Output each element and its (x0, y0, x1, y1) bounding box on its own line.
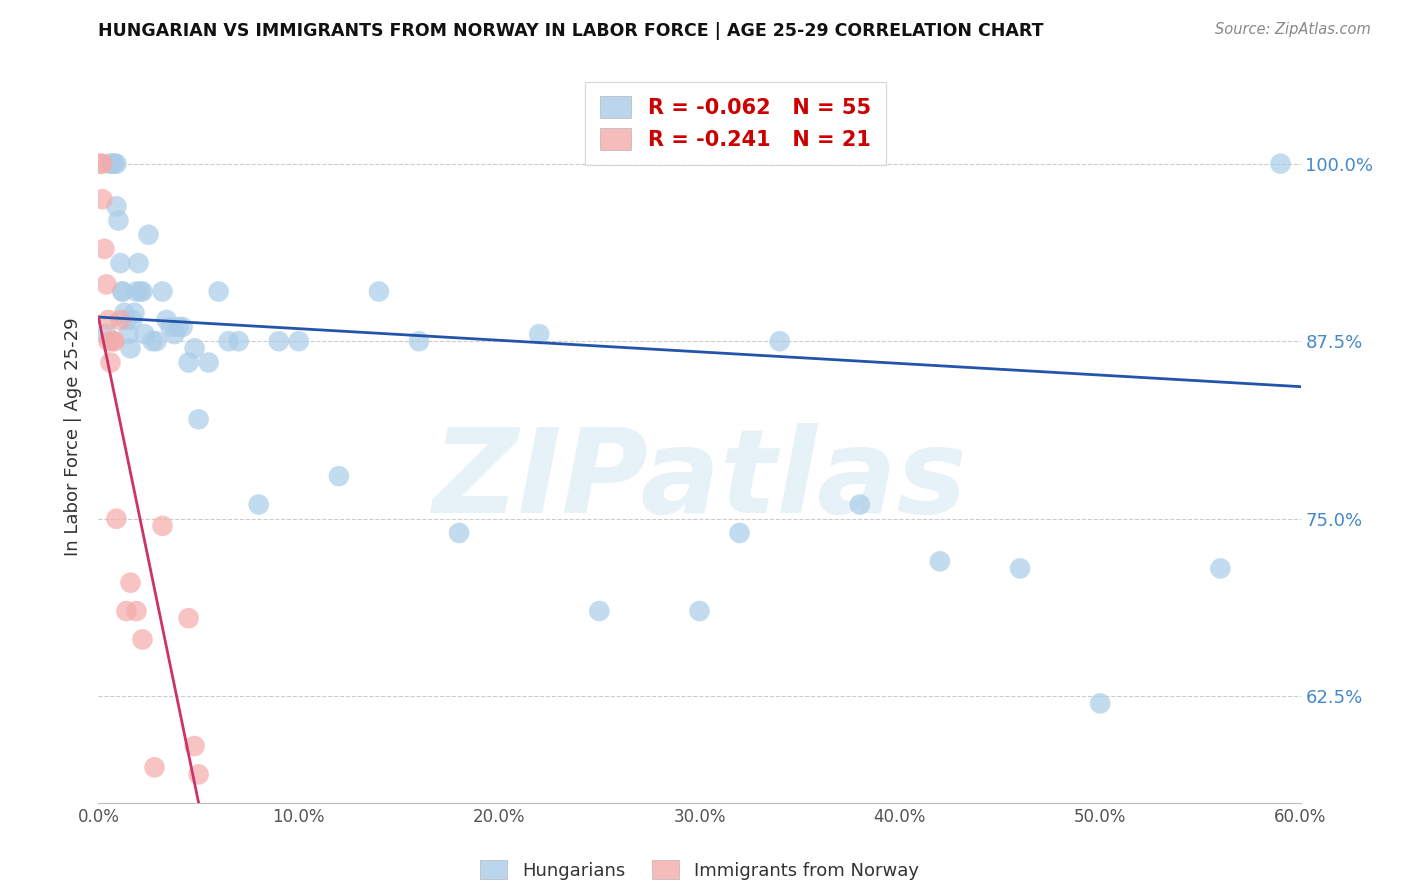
Point (110, 313, 132, 327)
Point (93, 242, 115, 256)
Point (728, 525, 751, 540)
Point (328, 469, 350, 483)
Point (768, 334, 790, 349)
Point (187, 767, 209, 781)
Point (111, 285, 134, 299)
Point (152, 519, 174, 533)
Point (1088, 697, 1111, 711)
Point (1270, 156, 1292, 170)
Point (103, 334, 125, 349)
Point (267, 334, 290, 349)
Point (183, 341, 205, 355)
Point (97, 313, 120, 327)
Point (134, 327, 156, 342)
Point (125, 285, 148, 299)
Point (101, 334, 124, 349)
Point (101, 156, 124, 170)
Point (105, 156, 128, 170)
Point (447, 525, 470, 540)
Point (117, 327, 139, 342)
Point (107, 213, 129, 227)
Point (288, 334, 311, 349)
Point (177, 355, 200, 369)
Point (177, 611, 200, 625)
Y-axis label: In Labor Force | Age 25-29: In Labor Force | Age 25-29 (63, 318, 82, 557)
Point (124, 306, 146, 320)
Text: ZIPatlas: ZIPatlas (432, 424, 967, 539)
Point (100, 355, 122, 369)
Point (91, 156, 114, 170)
Point (115, 604, 138, 618)
Point (97, 334, 120, 349)
Point (125, 604, 148, 618)
Point (103, 156, 125, 170)
Point (110, 256, 132, 270)
Point (105, 512, 128, 526)
Point (155, 313, 177, 327)
Point (152, 285, 174, 299)
Point (114, 306, 136, 320)
Point (368, 285, 391, 299)
Point (1209, 561, 1232, 575)
Point (128, 256, 150, 270)
Point (145, 334, 167, 349)
Point (120, 575, 142, 590)
Point (688, 604, 710, 618)
Point (120, 341, 142, 355)
Point (115, 313, 138, 327)
Point (588, 604, 610, 618)
Point (138, 227, 160, 242)
Point (247, 498, 270, 512)
Point (163, 327, 186, 342)
Point (197, 355, 219, 369)
Point (129, 285, 152, 299)
Point (89, 156, 111, 170)
Point (228, 334, 250, 349)
Legend: Hungarians, Immigrants from Norway: Hungarians, Immigrants from Norway (471, 852, 928, 888)
Point (408, 334, 430, 349)
Point (143, 760, 166, 774)
Point (96, 327, 118, 342)
Point (849, 498, 872, 512)
Point (208, 285, 231, 299)
Point (167, 320, 190, 334)
Point (159, 320, 181, 334)
Point (1010, 561, 1032, 575)
Point (187, 412, 209, 426)
Point (141, 334, 163, 349)
Text: Source: ZipAtlas.com: Source: ZipAtlas.com (1215, 22, 1371, 37)
Text: HUNGARIAN VS IMMIGRANTS FROM NORWAY IN LABOR FORCE | AGE 25-29 CORRELATION CHART: HUNGARIAN VS IMMIGRANTS FROM NORWAY IN L… (98, 22, 1043, 40)
Point (183, 739, 205, 753)
Point (105, 199, 128, 213)
Point (172, 320, 194, 334)
Point (218, 334, 240, 349)
Point (121, 313, 143, 327)
Point (929, 554, 952, 568)
Point (131, 632, 153, 647)
Point (100, 156, 122, 170)
Point (131, 285, 153, 299)
Point (96, 277, 118, 292)
Point (111, 285, 134, 299)
Point (91, 192, 114, 206)
Point (529, 327, 551, 342)
